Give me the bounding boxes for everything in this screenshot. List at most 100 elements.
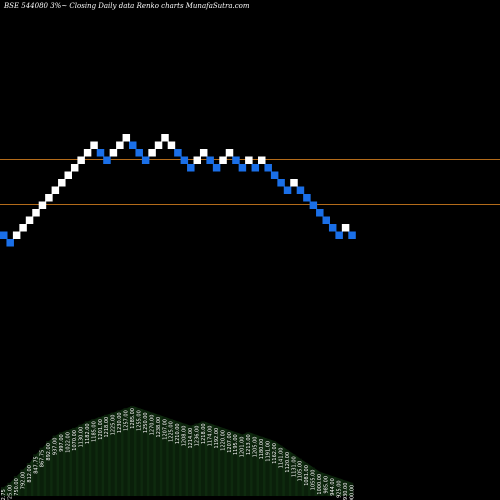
volume-bar: [110, 412, 115, 496]
renko-brick: [264, 164, 272, 172]
volume-bar: [226, 430, 231, 496]
volume-bar: [155, 414, 160, 496]
renko-brick: [316, 209, 324, 217]
volume-price-label: 944.00: [330, 478, 336, 496]
volume-price-label: 1131.00: [291, 456, 297, 477]
volume-bar: [65, 430, 70, 496]
renko-brick: [232, 156, 240, 164]
volume-bar: [46, 441, 51, 496]
volume-bar: [20, 469, 25, 496]
renko-brick: [322, 216, 330, 224]
renko-brick: [141, 156, 150, 164]
volume-price-label: 1218.00: [201, 423, 207, 444]
renko-brick: [19, 224, 27, 232]
renko-brick: [283, 186, 292, 194]
volume-price-label: 1238.00: [156, 417, 162, 438]
renko-brick: [277, 179, 285, 187]
volume-price-label: 1081.00: [304, 465, 310, 486]
volume-bar: [259, 436, 263, 496]
renko-brick: [103, 156, 111, 164]
volume-price-label: 930.00: [343, 483, 349, 500]
renko-brick: [296, 186, 305, 194]
volume-bar: [136, 408, 141, 496]
volume-bar: [291, 454, 296, 496]
volume-bar: [13, 476, 18, 496]
renko-brick: [64, 171, 72, 179]
volume-bar: [149, 412, 154, 496]
volume-price-label: 867.75: [40, 450, 46, 468]
volume-price-label: 1213.00: [246, 434, 252, 455]
volume-bar: [168, 419, 173, 496]
volume-bar: [329, 476, 334, 496]
volume-price-label: 1180.00: [259, 439, 265, 460]
volume-bar: [142, 410, 147, 496]
renko-brick: [38, 201, 47, 209]
volume-price-label: 1162.00: [272, 443, 278, 464]
renko-brick: [167, 141, 176, 149]
volume-price-label: 1225.00: [169, 421, 175, 442]
volume-bar: [7, 482, 12, 496]
volume-price-label: 1214.00: [188, 428, 194, 449]
volume-price-label: 725.00: [7, 485, 13, 500]
volume-bar: [239, 434, 244, 496]
renko-brick: [129, 141, 137, 149]
renko-brick: [25, 216, 34, 224]
volume-bar: [194, 423, 199, 496]
volume-price-label: 1130.00: [78, 427, 84, 448]
volume-price-label: 1174.00: [207, 426, 213, 447]
volume-price-label: 1225.00: [111, 415, 117, 436]
renko-brick: [245, 156, 253, 164]
volume-price-label: 1207.00: [162, 419, 168, 440]
volume-bar: [213, 425, 218, 496]
volume-price-label: 1022.00: [66, 432, 72, 453]
volume-bar: [123, 408, 128, 496]
renko-brick: [290, 179, 298, 187]
renko-brick: [187, 164, 195, 172]
volume-price-label: 1250.00: [143, 412, 149, 433]
volume-bar: [162, 416, 167, 496]
volume-price-label: 1192.00: [214, 428, 220, 449]
volume-bar: [33, 454, 38, 496]
volume-bar: [117, 410, 122, 496]
volume-price-label: 937.00: [53, 438, 59, 456]
renko-brick: [122, 134, 131, 142]
renko-brick: [154, 141, 163, 149]
volume-price-label: 997.00: [59, 434, 65, 452]
renko-brick: [206, 156, 214, 164]
volume-price-label: 925.00: [336, 480, 342, 498]
volume-bar: [26, 463, 31, 496]
renko-brick: [193, 156, 201, 164]
renko-brick: [96, 149, 105, 157]
volume-bar: [104, 414, 109, 496]
renko-brick: [348, 231, 356, 239]
volume-price-label: 1195.00: [233, 434, 239, 455]
volume-bar: [265, 438, 270, 496]
renko-brick: [6, 239, 14, 247]
volume-bar: [39, 447, 44, 496]
volume-price-label: 1285.00: [130, 408, 136, 429]
renko-brick: [135, 149, 143, 157]
volume-bar: [97, 416, 102, 496]
volume-bar: [246, 432, 251, 496]
volume-price-label: 900.00: [349, 485, 355, 500]
renko-brick: [212, 164, 221, 172]
renko-brick: [258, 156, 266, 164]
volume-price-label: 1230.00: [117, 412, 123, 433]
volume-bar: [84, 421, 89, 496]
volume-price-label: 1141.00: [278, 448, 284, 469]
volume-bar: [130, 406, 134, 496]
renko-brick: [12, 231, 21, 239]
volume-price-label: 1208.00: [182, 426, 188, 447]
volume-bar: [220, 427, 225, 496]
renko-bricks: [0, 134, 356, 247]
volume-price-label: 1201.00: [240, 437, 246, 458]
renko-brick: [174, 149, 182, 157]
renko-brick: [148, 149, 156, 157]
volume-bar: [52, 435, 57, 496]
volume-bar: [91, 419, 96, 496]
volume-bar: [310, 467, 315, 496]
volume-bar: [233, 432, 238, 496]
renko-brick: [58, 179, 66, 187]
volume-bar: [349, 482, 354, 496]
